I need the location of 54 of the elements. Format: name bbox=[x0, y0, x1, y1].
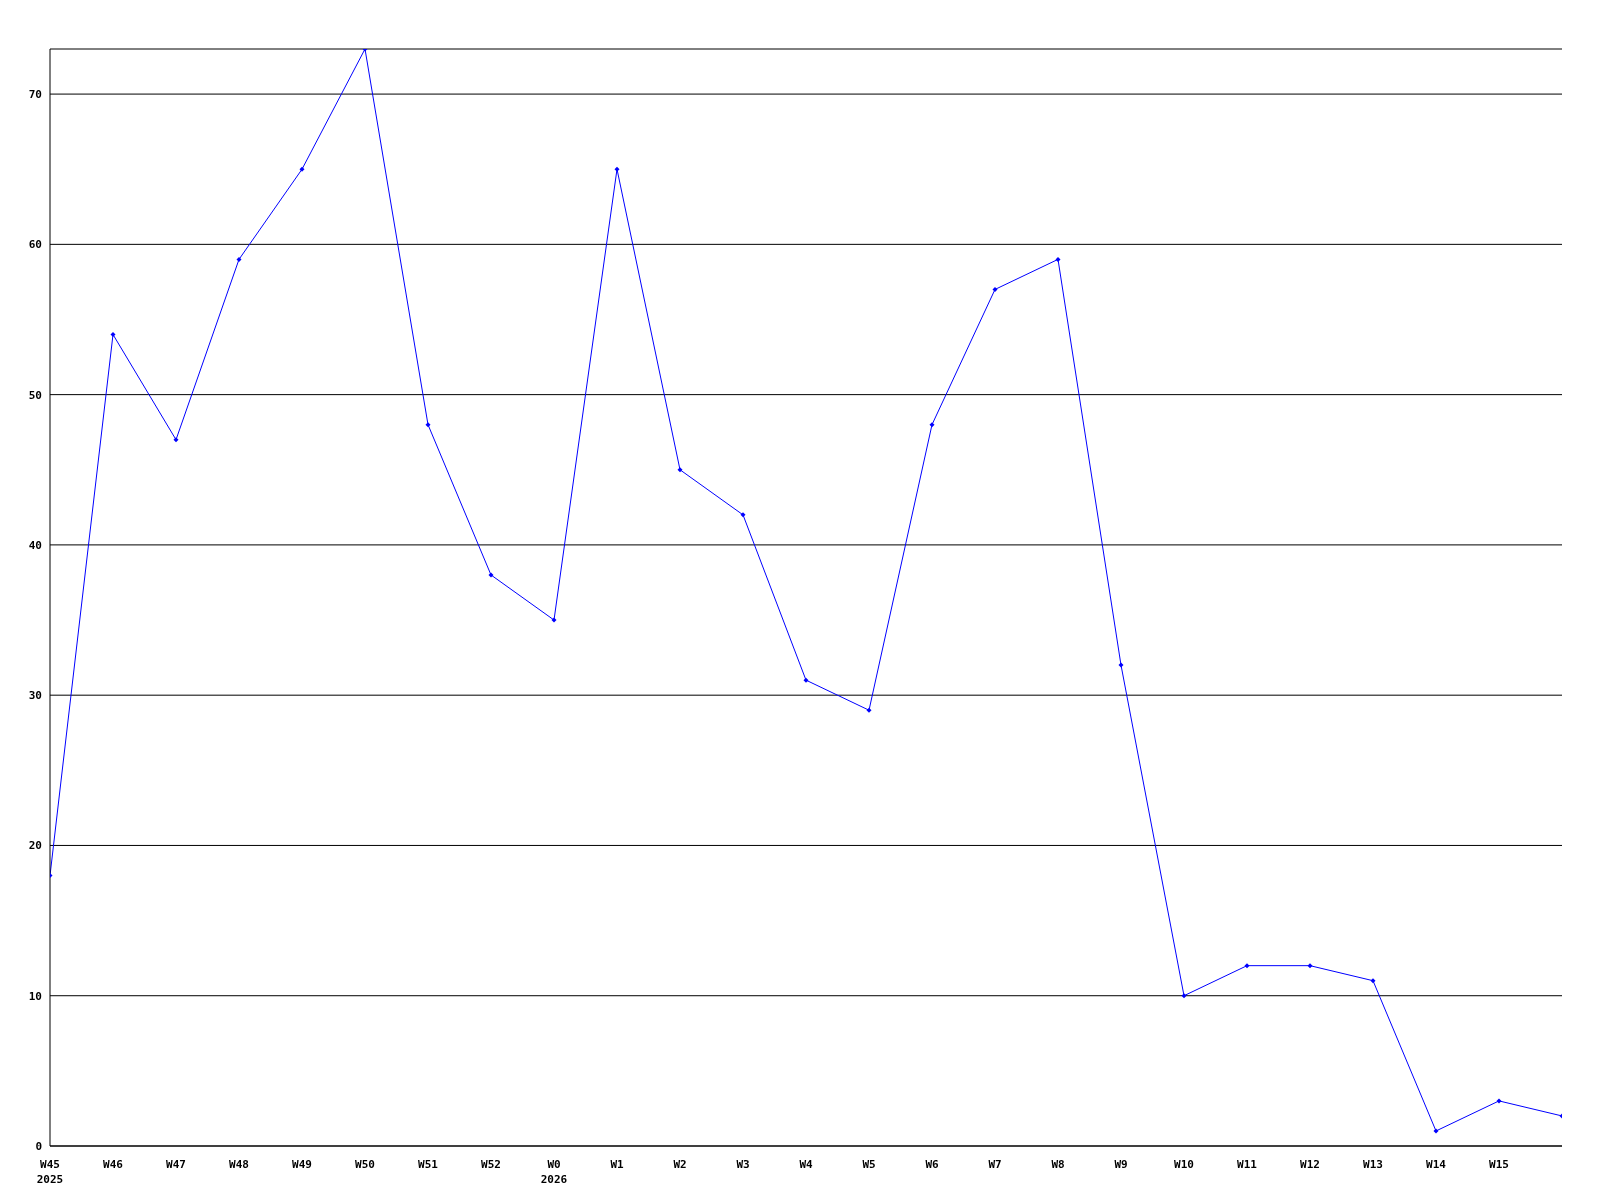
y-tick-label: 60 bbox=[28, 238, 42, 252]
point bbox=[1496, 1098, 1502, 1104]
point bbox=[929, 422, 935, 428]
point bbox=[1181, 993, 1187, 999]
x-tick-label: W49 bbox=[292, 1158, 312, 1171]
x-tick-label: W51 bbox=[418, 1158, 439, 1171]
x-tick-label: W5 bbox=[862, 1158, 876, 1171]
y-tick-label: 70 bbox=[28, 87, 42, 101]
x-tick-label: W7 bbox=[988, 1158, 1002, 1171]
point bbox=[488, 572, 494, 578]
point bbox=[1433, 1128, 1439, 1134]
point bbox=[425, 422, 431, 428]
x-tick-label: W2 bbox=[673, 1158, 687, 1171]
y-tick-label: 20 bbox=[28, 839, 42, 853]
y-tick-label: 40 bbox=[28, 538, 42, 552]
point bbox=[1055, 256, 1061, 262]
point bbox=[992, 286, 998, 292]
point bbox=[866, 707, 872, 713]
point bbox=[110, 332, 116, 338]
point bbox=[803, 677, 809, 683]
point bbox=[677, 467, 683, 473]
x-tick-label: W11 bbox=[1237, 1158, 1258, 1171]
x-tick-label: W1 bbox=[610, 1158, 624, 1171]
y-tick-label: 30 bbox=[28, 689, 42, 703]
point bbox=[299, 166, 305, 172]
x-tick-label: W6 bbox=[925, 1158, 939, 1171]
x-tick-label: W52 bbox=[481, 1158, 501, 1171]
x-tick-label: W46 bbox=[103, 1158, 124, 1171]
x-tick-label: W13 bbox=[1363, 1158, 1383, 1171]
x-tick-label: W3 bbox=[736, 1158, 750, 1171]
x-tick-label: W8 bbox=[1051, 1158, 1065, 1171]
x-tick-label: W4 bbox=[799, 1158, 813, 1171]
point bbox=[1244, 963, 1250, 969]
x-tick-label: W47 bbox=[166, 1158, 186, 1171]
point bbox=[614, 166, 620, 172]
y-tick-label: 50 bbox=[28, 388, 42, 402]
point bbox=[236, 256, 242, 262]
point bbox=[551, 617, 557, 623]
point bbox=[740, 512, 746, 518]
x-tick-label: W10 bbox=[1174, 1158, 1194, 1171]
y-tick-label: 10 bbox=[28, 989, 42, 1003]
point bbox=[1370, 978, 1376, 984]
x-tick-label: W50 bbox=[355, 1158, 375, 1171]
x-tick-label: W12 bbox=[1300, 1158, 1320, 1171]
point bbox=[173, 437, 179, 443]
y-tick-label: 0 bbox=[35, 1139, 42, 1153]
x-tick-label: W45 2025 bbox=[36, 1158, 64, 1186]
point bbox=[1118, 662, 1124, 668]
x-tick-label: W48 bbox=[229, 1158, 249, 1171]
x-tick-label: W14 bbox=[1426, 1158, 1447, 1171]
x-tick-label: W15 bbox=[1489, 1158, 1509, 1171]
x-tick-label: W0 2026 bbox=[540, 1158, 568, 1186]
x-tick-label: W9 bbox=[1114, 1158, 1128, 1171]
point bbox=[1307, 963, 1313, 969]
